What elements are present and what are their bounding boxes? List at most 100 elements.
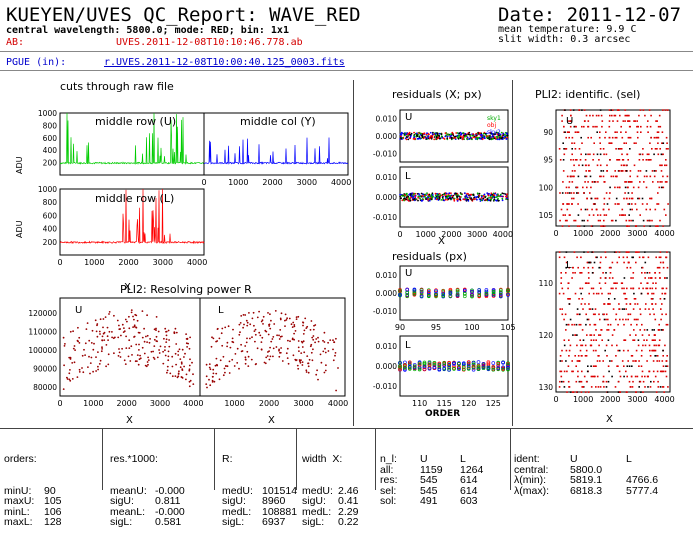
ident-row-cell: 6818.3 [570, 484, 603, 497]
residual-point [456, 134, 459, 137]
rp-point [238, 333, 241, 336]
ident-point [661, 313, 663, 316]
y-tick-label: 200 [43, 159, 58, 168]
orders-row-cell: minL: [4, 505, 30, 518]
order-residual-point [476, 360, 481, 364]
ident-point [647, 256, 650, 259]
rp-point [133, 318, 135, 321]
ident-point [574, 355, 576, 357]
rp-point [301, 346, 304, 348]
order-residual-point [486, 361, 491, 366]
order-residual-point [434, 288, 438, 292]
residual-point [448, 192, 451, 195]
ident-point [657, 131, 660, 133]
rp-point [295, 318, 298, 320]
rp-point [229, 346, 232, 349]
residual-point [405, 133, 407, 136]
rp-point [296, 364, 299, 367]
ident-point [628, 251, 630, 253]
rp-point [141, 346, 144, 349]
x-tick-label: 4000 [654, 395, 674, 404]
ident-point [643, 225, 645, 227]
ident-point [636, 175, 639, 178]
resid-ord-u-plot: U [398, 265, 510, 321]
ident-point [611, 109, 614, 111]
rp-point [124, 318, 127, 321]
res-row: sigU: 0.811 [110, 496, 200, 507]
ident-point [662, 370, 665, 373]
rp-point [121, 347, 123, 350]
rp-point [238, 323, 241, 326]
rp-point [124, 363, 127, 365]
ident-point [644, 386, 646, 388]
x-tick-label: 100 [464, 323, 479, 332]
ident-point [592, 313, 595, 316]
ident-point [610, 175, 613, 178]
ident-point [584, 208, 587, 211]
residual-point [496, 193, 499, 196]
ident-point [641, 375, 643, 378]
ident-point [657, 225, 659, 227]
pgue-file-link[interactable]: r.UVES.2011-12-08T10:00:40.125_0003.fits [104, 57, 345, 68]
rp-point [176, 376, 179, 379]
ident-point [608, 370, 610, 373]
rp-point [254, 363, 257, 366]
ident-point [616, 131, 618, 133]
residual-point [407, 197, 410, 199]
ident-point [608, 136, 611, 139]
ident-point [603, 303, 605, 305]
ident-point [577, 131, 580, 133]
rp-point [143, 340, 146, 343]
ident-point [647, 120, 649, 122]
rp-point [221, 327, 224, 330]
ident-point [586, 370, 589, 373]
rp-point [178, 370, 180, 373]
ident-point [659, 386, 662, 388]
ident-point [563, 318, 565, 321]
ident-point [605, 153, 608, 156]
rp-point [274, 310, 277, 312]
residual-point [431, 136, 434, 139]
residual-point [486, 198, 489, 201]
ident-point [559, 308, 561, 310]
ident-point [568, 136, 570, 139]
y-tick-label: 400 [43, 146, 58, 155]
rp-point [92, 348, 95, 351]
ident-point [666, 266, 669, 269]
ident-point [607, 318, 609, 321]
order-residual-point [452, 361, 456, 366]
rp-point [68, 356, 71, 359]
ident-point [595, 339, 597, 341]
ident-point [576, 334, 578, 336]
ident-point [657, 329, 660, 331]
ident-point [663, 208, 666, 211]
ident-point [580, 303, 583, 305]
rp-point [205, 375, 208, 378]
ident-point [571, 323, 573, 326]
ident-point [629, 125, 631, 128]
ident-point [564, 313, 567, 316]
ident-point [562, 159, 565, 161]
ident-point [590, 197, 593, 200]
rp-point [244, 356, 247, 359]
ident-point [659, 181, 661, 183]
ident-point [563, 344, 566, 347]
x-tick-label: 0 [57, 258, 62, 267]
ident-point [626, 114, 628, 117]
ident-point [586, 334, 588, 336]
rp-point [248, 312, 250, 314]
rp-point [254, 340, 256, 343]
ident-point [563, 131, 565, 133]
rp-point [288, 317, 291, 320]
rp-point [171, 375, 174, 378]
residual-point [410, 195, 413, 198]
rp-point [232, 328, 234, 331]
ident-point [626, 225, 628, 227]
ident-point [614, 131, 616, 133]
ident-point [654, 318, 657, 321]
ident-point [625, 251, 628, 253]
order-residual-point [427, 360, 432, 364]
rp-point [84, 354, 86, 356]
rp-point [307, 365, 310, 368]
order-residual-point [447, 362, 451, 366]
